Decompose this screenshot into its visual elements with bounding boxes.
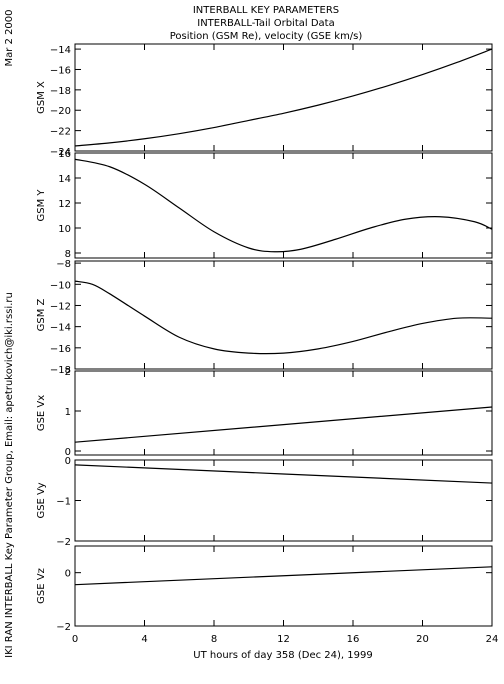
x-tick-label: 12 xyxy=(277,634,290,645)
y-tick-label: 12 xyxy=(58,199,71,210)
side-note: IKI RAN INTERBALL Key Parameter Group, E… xyxy=(4,292,15,658)
series-line xyxy=(74,280,493,355)
y-axis-label: GSE Vy xyxy=(36,482,47,518)
x-axis-label: UT hours of day 358 (Dec 24), 1999 xyxy=(193,650,372,661)
series-line xyxy=(74,48,493,147)
title-line-3: Position (GSM Re), velocity (GSE km/s) xyxy=(170,31,363,42)
y-tick-label: −2 xyxy=(56,537,71,548)
y-tick-label: −16 xyxy=(50,65,71,76)
y-tick-label: −8 xyxy=(56,259,71,270)
y-axis-label: GSM Y xyxy=(36,189,47,222)
y-tick-label: 0 xyxy=(65,447,71,458)
y-tick-label: 2 xyxy=(65,367,71,378)
y-tick-label: −10 xyxy=(50,280,71,291)
y-tick-label: 1 xyxy=(65,407,71,418)
panel-frame xyxy=(74,43,493,152)
y-tick-label: −18 xyxy=(50,365,71,376)
panel-1: −24 −22 −20 −18 −16 −14 GSM X xyxy=(36,43,493,158)
series-line xyxy=(74,158,493,253)
y-tick-label: −18 xyxy=(50,86,71,97)
title-line-1: INTERBALL KEY PARAMETERS xyxy=(193,5,339,16)
panel-frame xyxy=(74,459,493,542)
panel-4: 0 1 2 GSE Vx xyxy=(36,367,493,458)
y-axis-label: GSE Vx xyxy=(36,395,47,431)
panel-frame xyxy=(74,545,493,627)
x-tick-label: 20 xyxy=(416,634,429,645)
y-axis-label: GSE Vz xyxy=(36,568,47,604)
y-tick-label: −22 xyxy=(50,127,71,138)
panel-5: −2 −1 0 GSE Vy xyxy=(36,456,493,548)
date-stamp: Mar 2 2000 xyxy=(4,9,15,66)
x-tick-label: 16 xyxy=(347,634,360,645)
panel-frame xyxy=(74,370,493,456)
y-tick-label: −14 xyxy=(50,323,71,334)
x-tick-label: 0 xyxy=(72,634,78,645)
x-tick-label: 8 xyxy=(211,634,217,645)
y-tick-label: −16 xyxy=(50,344,71,355)
x-tick-label: 4 xyxy=(141,634,147,645)
panel-3: −18 −16 −14 −12 −10 −8 GSM Z xyxy=(36,259,493,376)
y-tick-label: 0 xyxy=(65,569,71,580)
y-tick-label: 16 xyxy=(58,149,71,160)
panel-2: 8 10 12 14 16 GSM Y xyxy=(36,149,493,260)
y-tick-label: −2 xyxy=(56,622,71,633)
y-tick-label: −14 xyxy=(50,45,71,56)
y-tick-label: 8 xyxy=(65,249,71,260)
y-tick-label: 14 xyxy=(58,174,71,185)
panel-6: −2 0 GSE Vz xyxy=(36,545,493,633)
series-line xyxy=(74,464,493,484)
y-tick-label: −12 xyxy=(50,301,71,312)
y-axis-label: GSM Z xyxy=(36,298,47,331)
panel-frame xyxy=(74,152,493,259)
series-line xyxy=(74,566,493,586)
series-line xyxy=(74,406,493,443)
y-axis-label: GSM X xyxy=(36,81,47,114)
y-tick-label: 10 xyxy=(58,224,71,235)
y-tick-label: −1 xyxy=(56,497,71,508)
x-tick-label: 24 xyxy=(486,634,499,645)
title-line-2: INTERBALL-Tail Orbital Data xyxy=(197,18,334,29)
y-tick-label: −24 xyxy=(50,147,71,158)
y-tick-label: −20 xyxy=(50,106,71,117)
y-tick-label: 0 xyxy=(65,456,71,467)
